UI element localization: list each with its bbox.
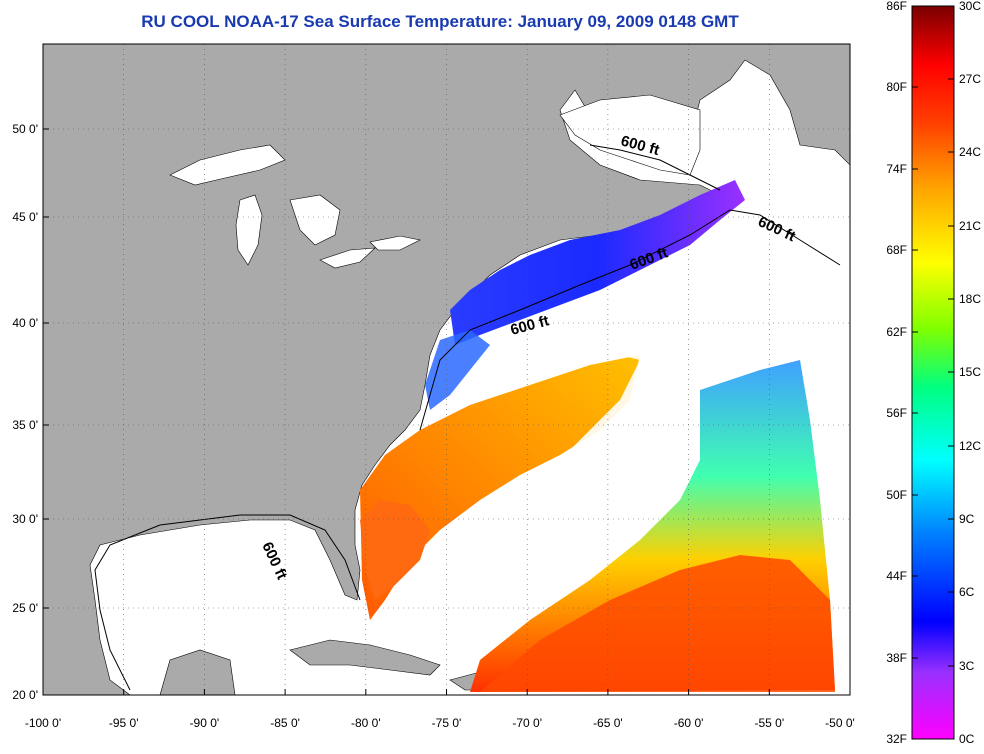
- x-tick-label: -55 0': [754, 716, 784, 730]
- y-tick-label: 20 0': [12, 688, 38, 702]
- colorbar-f-label: 50F: [886, 488, 907, 502]
- colorbar-f-label: 44F: [886, 569, 907, 583]
- y-tick-label: 25 0': [12, 601, 38, 615]
- isobath-600ft-gulf: [94, 514, 361, 691]
- sst-gulfstream: [360, 355, 640, 620]
- sst-south-warm: [480, 555, 835, 692]
- colorbar-c-label: 24C: [959, 145, 981, 159]
- colorbar-f-label: 38F: [886, 651, 907, 665]
- x-tick-label: -85 0': [270, 716, 300, 730]
- x-tick-label: -90 0': [190, 716, 220, 730]
- isobath-600ft-northeast: [419, 209, 841, 431]
- colorbar-f-label: 32F: [886, 732, 907, 746]
- y-tick-label: 45 0': [12, 210, 38, 224]
- colorbar-f-label: 80F: [886, 80, 907, 94]
- x-tick-label: -80 0': [351, 716, 381, 730]
- lake-michigan: [235, 194, 263, 266]
- x-tick-label: -95 0': [109, 716, 139, 730]
- lake-huron: [289, 194, 341, 246]
- colorbar-f-label: 56F: [886, 406, 907, 420]
- isobath-600ft-stlawrence: [589, 144, 721, 191]
- colorbar-c-ticks: [948, 5, 954, 740]
- colorbar-f-ticks: [912, 5, 918, 740]
- colorbar-c-label: 15C: [959, 365, 981, 379]
- y-tick-label: 30 0': [12, 512, 38, 526]
- colorbar-f-label: 86F: [886, 0, 907, 13]
- colorbar-c-label: 6C: [959, 585, 975, 599]
- x-tick-label: -70 0': [512, 716, 542, 730]
- colorbar-f-label: 68F: [886, 243, 907, 257]
- y-tick-label: 50 0': [12, 122, 38, 136]
- axis-ticks: [42, 128, 851, 696]
- x-tick-label: -65 0': [593, 716, 623, 730]
- y-tick-label: 35 0': [12, 418, 38, 432]
- lake-erie: [319, 247, 376, 269]
- lake-ontario: [369, 235, 421, 251]
- colorbar: [911, 5, 955, 740]
- cuba-land: [289, 639, 441, 676]
- colorbar-c-label: 12C: [959, 439, 981, 453]
- colorbar-c-label: 3C: [959, 659, 975, 673]
- sst-florida-straits: [360, 500, 430, 600]
- cloud-band: [470, 290, 700, 580]
- colorbar-c-label: 27C: [959, 72, 981, 86]
- colorbar-c-label: 21C: [959, 219, 981, 233]
- colorbar-f-label: 62F: [886, 325, 907, 339]
- colorbar-c-label: 0C: [959, 732, 975, 746]
- x-tick-label: -100 0': [25, 716, 61, 730]
- x-tick-label: -50 0': [825, 716, 855, 730]
- colorbar-c-label: 18C: [959, 292, 981, 306]
- sst-midatlantic: [425, 330, 490, 410]
- yucatan-land: [159, 649, 236, 695]
- x-tick-label: -75 0': [432, 716, 462, 730]
- sst-northeast-shelf: [450, 180, 745, 345]
- map-title: RU COOL NOAA-17 Sea Surface Temperature:…: [141, 12, 739, 31]
- grid-lines: [43, 44, 850, 695]
- colorbar-c-label: 9C: [959, 512, 975, 526]
- y-tick-label: 40 0': [12, 316, 38, 330]
- colorbar-c-label: 30C: [959, 0, 981, 13]
- x-tick-label: -60 0': [674, 716, 704, 730]
- colorbar-f-label: 74F: [886, 162, 907, 176]
